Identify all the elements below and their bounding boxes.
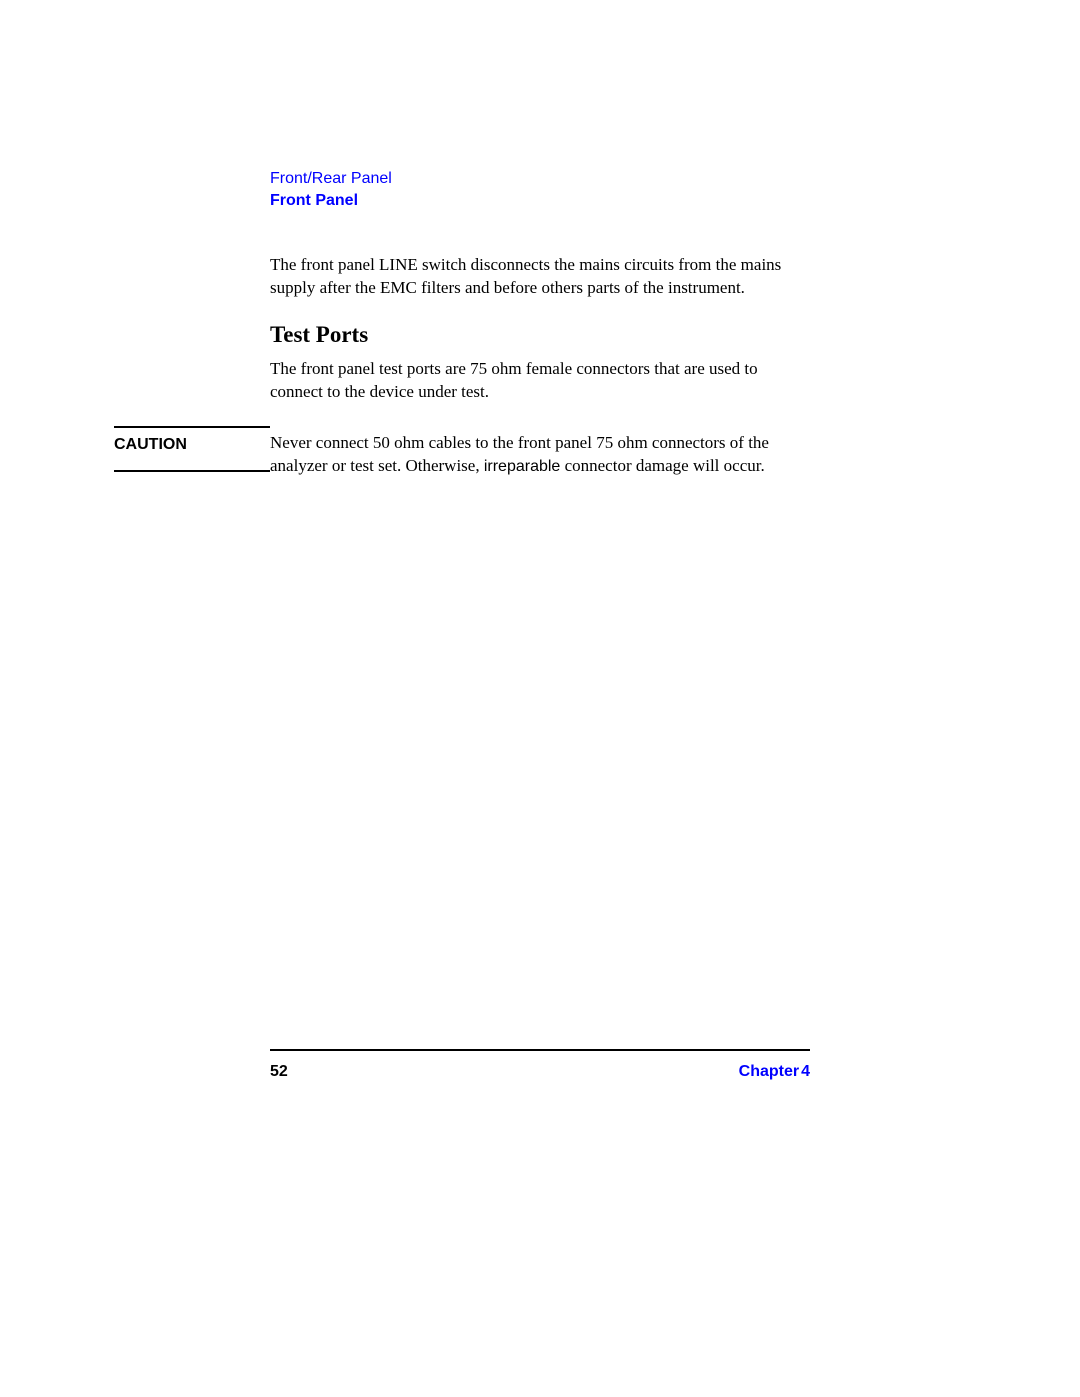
- caution-body: Never connect 50 ohm cables to the front…: [270, 426, 810, 478]
- section-header: Front Panel: [270, 192, 810, 210]
- page-footer: 52 Chapter4: [270, 1049, 810, 1081]
- breadcrumb: Front/Rear Panel: [270, 170, 810, 188]
- heading-test-ports: Test Ports: [270, 322, 810, 348]
- caution-irreparable: irreparable: [484, 458, 560, 475]
- paragraph-line-switch: The front panel LINE switch disconnects …: [270, 254, 810, 300]
- caution-label-wrap: CAUTION: [114, 426, 270, 472]
- page-content: Front/Rear Panel Front Panel The front p…: [270, 170, 810, 478]
- caution-text-post: connector damage will occur.: [560, 456, 764, 475]
- paragraph-test-ports: The front panel test ports are 75 ohm fe…: [270, 358, 810, 404]
- chapter-reference[interactable]: Chapter4: [739, 1063, 810, 1081]
- caution-label: CAUTION: [114, 436, 187, 453]
- caution-block: CAUTION Never connect 50 ohm cables to t…: [114, 426, 810, 478]
- chapter-word: Chapter: [739, 1063, 799, 1080]
- page-number: 52: [270, 1063, 288, 1081]
- chapter-number: 4: [801, 1063, 810, 1080]
